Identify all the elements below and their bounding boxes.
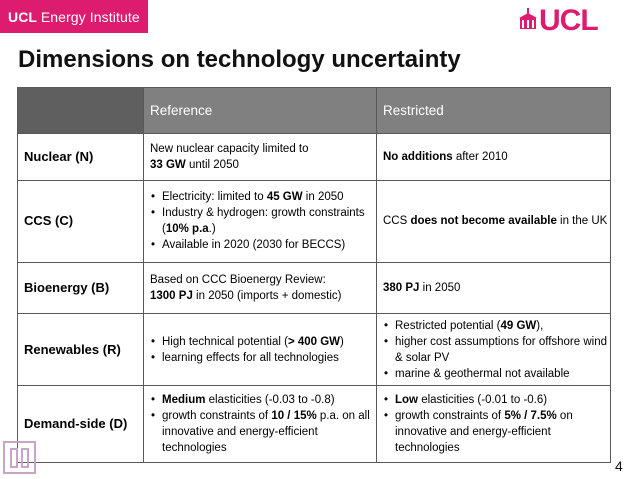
ucl-portico-icon [3,441,36,474]
row-label: Demand-side (D) [17,385,144,463]
list-item: higher cost assumptions for offshore win… [384,334,610,366]
table-row: Renewables (R) High technical potential … [17,313,611,387]
list-item: growth constraints of 5% / 7.5% on innov… [384,408,610,456]
row-label: Renewables (R) [17,313,144,387]
list-item: growth constraints of 10 / 15% p.a. on a… [151,408,376,456]
brand-rest: Energy Institute [40,9,140,25]
table-row: Bioenergy (B) Based on CCC Bioenergy Rev… [17,261,611,315]
list-item: Restricted potential (49 GW), [384,318,610,334]
cell-reference: Electricity: limited to 45 GW in 2050 In… [143,179,377,263]
cell-restricted: Low elasticities (-0.01 to -0.6) growth … [376,385,611,463]
cell-reference: High technical potential (> 400 GW) lear… [143,313,377,387]
ucl-logo: UCL [539,4,599,37]
cell-restricted: No additions after 2010 [376,133,611,181]
list-item: Available in 2020 (2030 for BECCS) [151,237,376,253]
cell-restricted: CCS does not become available in the UK [376,179,611,263]
row-label: Nuclear (N) [17,133,144,181]
cell-reference: Medium elasticities (-0.03 to -0.8) grow… [143,385,377,463]
page-number: 4 [615,458,623,474]
header-restricted: Restricted [376,87,611,134]
brand-bold: UCL [8,9,37,25]
header-corner [17,87,144,134]
brand-name: UCL Energy Institute [8,9,140,25]
table-row: Demand-side (D) Medium elasticities (-0.… [17,385,611,463]
list-item: learning effects for all technologies [151,350,376,366]
page-title: Dimensions on technology uncertainty [18,46,461,73]
table-header-row: Reference Restricted [17,87,611,134]
uncertainty-table: Reference Restricted Nuclear (N) New nuc… [17,87,611,463]
table-row: Nuclear (N) New nuclear capacity limited… [17,133,611,181]
row-label: CCS (C) [17,179,144,263]
cell-reference: Based on CCC Bioenergy Review: 1300 PJ i… [143,261,377,315]
list-item: Medium elasticities (-0.03 to -0.8) [151,392,376,408]
ucl-crest-icon [519,8,537,29]
list-item: High technical potential (> 400 GW) [151,334,376,350]
list-item: marine & geothermal not available [384,366,610,382]
cell-reference: New nuclear capacity limited to 33 GW un… [143,133,377,181]
row-label: Bioenergy (B) [17,261,144,315]
brand-banner: UCL Energy Institute [0,0,148,33]
cell-restricted: 380 PJ in 2050 [376,261,611,315]
table-row: CCS (C) Electricity: limited to 45 GW in… [17,179,611,263]
header-reference: Reference [143,87,377,134]
cell-restricted: Restricted potential (49 GW), higher cos… [376,313,611,387]
list-item: Electricity: limited to 45 GW in 2050 [151,189,376,205]
list-item: Industry & hydrogen: growth constraints … [151,205,376,237]
list-item: Low elasticities (-0.01 to -0.6) [384,392,610,408]
